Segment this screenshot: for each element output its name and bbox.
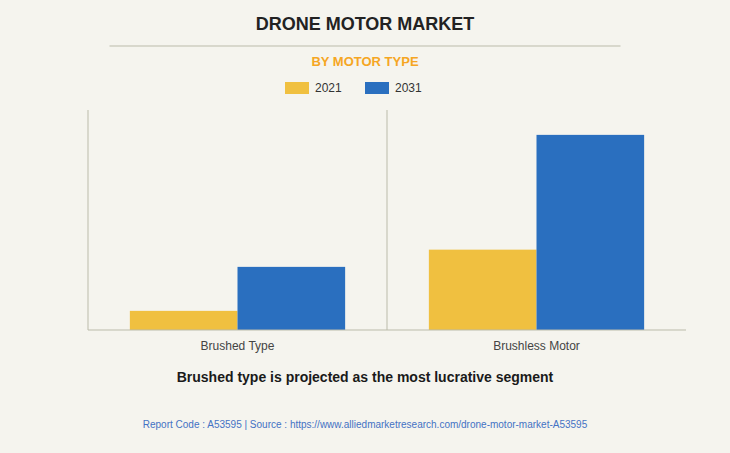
bar: [130, 311, 238, 330]
annotation: Brushed type is projected as the most lu…: [177, 369, 554, 385]
legend-swatch: [285, 82, 309, 94]
subtitle: BY MOTOR TYPE: [311, 54, 418, 69]
chart: DRONE MOTOR MARKET BY MOTOR TYPE 2021 2031 B…: [0, 0, 730, 453]
bar: [429, 250, 537, 330]
footer: Report Code : A53595 | Source : https://…: [143, 419, 588, 430]
legend-label: 2021: [315, 81, 342, 95]
y-axis-line: [88, 110, 89, 330]
group-divider: [387, 110, 388, 330]
bar: [238, 267, 346, 330]
bar: [537, 135, 645, 330]
background: [0, 0, 730, 453]
title: DRONE MOTOR MARKET: [256, 14, 475, 34]
x-tick-label: Brushed Type: [201, 339, 275, 353]
legend-label: 2031: [395, 81, 422, 95]
x-tick-label: Brushless Motor: [493, 339, 580, 353]
legend: 2021 2031: [285, 81, 422, 95]
title-rule: [110, 46, 621, 47]
legend-swatch: [365, 82, 389, 94]
